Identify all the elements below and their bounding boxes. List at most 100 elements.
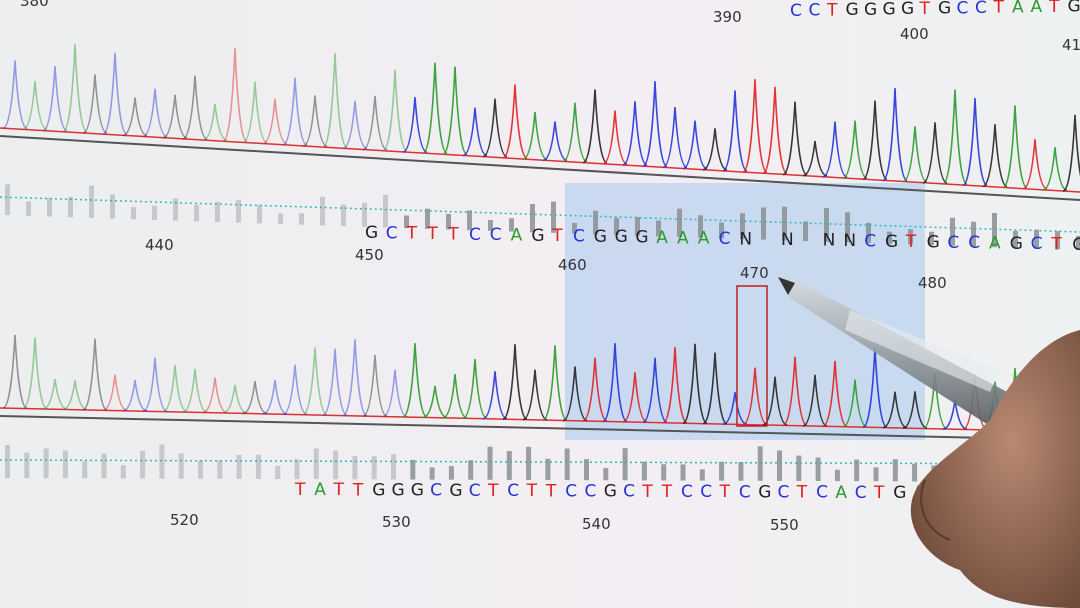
chromatogram-peak bbox=[62, 380, 88, 411]
base-letter: G bbox=[635, 228, 648, 248]
base-letter: G bbox=[1072, 235, 1080, 255]
quality-bar bbox=[194, 205, 199, 222]
base-letter: C bbox=[855, 483, 867, 503]
chromatogram-peak bbox=[382, 69, 408, 152]
chromatogram-peak bbox=[722, 90, 748, 172]
base-letter: G bbox=[449, 481, 462, 501]
quality-bar bbox=[950, 217, 955, 246]
trace-baseline bbox=[0, 127, 1080, 193]
quality-bar bbox=[131, 207, 136, 220]
base-letter: G bbox=[365, 223, 378, 243]
base-letter: T bbox=[551, 226, 563, 246]
quality-bar bbox=[506, 451, 512, 480]
quality-bar bbox=[488, 220, 493, 231]
quality-bar bbox=[526, 446, 532, 480]
chromatogram-peak bbox=[802, 374, 828, 427]
chromatogram-peak bbox=[782, 101, 808, 176]
base-letter: C bbox=[1031, 234, 1043, 254]
quality-bar bbox=[796, 455, 802, 481]
position-tick-label: 380 bbox=[20, 0, 49, 10]
quality-bar bbox=[892, 459, 898, 482]
chromatogram-peak bbox=[762, 86, 788, 175]
base-letter: C bbox=[565, 481, 577, 501]
base-letter: T bbox=[526, 481, 538, 501]
chromatogram-peak bbox=[982, 124, 1008, 188]
quality-bar bbox=[992, 213, 997, 248]
quality-bar bbox=[333, 450, 339, 480]
position-tick-label: 400 bbox=[900, 25, 929, 43]
base-letter: C bbox=[490, 225, 502, 245]
quality-bar bbox=[908, 229, 913, 245]
base-letter: C bbox=[585, 482, 597, 502]
chromatogram-peak bbox=[682, 343, 708, 425]
position-tick-label: 530 bbox=[382, 513, 411, 531]
base-letter: T bbox=[447, 224, 459, 244]
quality-bar bbox=[5, 445, 10, 479]
base-letter: A bbox=[698, 229, 710, 249]
trace-divider bbox=[0, 135, 1080, 201]
quality-bar bbox=[352, 456, 358, 480]
base-letter: T bbox=[993, 0, 1005, 18]
chromatogram-peak bbox=[422, 62, 448, 154]
quality-bar bbox=[236, 454, 242, 479]
quality-bar bbox=[971, 221, 976, 247]
quality-bar bbox=[68, 196, 73, 218]
quality-bar bbox=[777, 450, 782, 481]
chromatogram-peak bbox=[842, 120, 868, 179]
base-letter: T bbox=[1050, 235, 1062, 255]
chromatogram-peak bbox=[482, 98, 508, 158]
quality-bar bbox=[299, 213, 304, 225]
quality-bar bbox=[641, 461, 647, 481]
chromatogram-peak bbox=[502, 344, 528, 421]
quality-bar bbox=[429, 467, 435, 480]
base-letter: G bbox=[938, 0, 951, 19]
quality-bar bbox=[622, 448, 628, 481]
quality-bar bbox=[614, 217, 619, 235]
chromatogram-peak bbox=[522, 111, 548, 160]
quality-bar bbox=[866, 222, 871, 244]
quality-bar bbox=[257, 205, 262, 224]
base-letter: T bbox=[545, 481, 557, 501]
quality-threshold-line bbox=[0, 459, 1080, 465]
quality-bar bbox=[152, 205, 157, 220]
base-letter: G bbox=[893, 483, 906, 503]
quality-bar bbox=[173, 198, 178, 221]
quality-bar bbox=[661, 464, 667, 481]
chromatogram-peak bbox=[402, 343, 428, 418]
chromatogram-peak bbox=[822, 360, 848, 428]
base-letter: T bbox=[406, 224, 418, 244]
base-letter: T bbox=[873, 483, 885, 503]
quality-bar bbox=[699, 469, 705, 481]
position-tick-label: 540 bbox=[582, 515, 611, 533]
chromatogram-peak bbox=[242, 380, 268, 415]
quality-bar bbox=[43, 448, 49, 479]
chromatogram-peak bbox=[622, 372, 648, 423]
base-letter: G bbox=[604, 482, 617, 502]
chromatogram-peak bbox=[422, 385, 448, 419]
chromatogram-peak bbox=[222, 384, 248, 414]
quality-bar bbox=[530, 203, 535, 233]
quality-bar bbox=[178, 453, 184, 479]
base-letter: A bbox=[835, 483, 847, 503]
quality-bar bbox=[47, 197, 52, 217]
base-letter: C bbox=[430, 481, 442, 501]
quality-bar bbox=[845, 212, 850, 243]
quality-bar bbox=[5, 184, 10, 216]
quality-bar bbox=[572, 222, 577, 234]
quality-bar bbox=[294, 459, 300, 480]
position-tick-label: 390 bbox=[713, 8, 742, 26]
base-letter: G bbox=[531, 226, 544, 246]
base-letter: T bbox=[796, 483, 808, 503]
chromatogram-peak bbox=[362, 95, 388, 151]
chromatogram-peak bbox=[322, 53, 348, 149]
trace-divider bbox=[0, 415, 1080, 441]
quality-bar bbox=[719, 222, 724, 239]
chromatogram-peak bbox=[562, 366, 588, 422]
quality-bar bbox=[593, 210, 598, 235]
base-letter: G bbox=[901, 0, 914, 19]
base-letter: C bbox=[623, 482, 635, 502]
chromatogram-peak bbox=[622, 101, 648, 166]
position-tick-label: 410 bbox=[1062, 36, 1080, 54]
chromatogram-peak bbox=[802, 140, 828, 177]
quality-bar bbox=[1055, 231, 1060, 250]
